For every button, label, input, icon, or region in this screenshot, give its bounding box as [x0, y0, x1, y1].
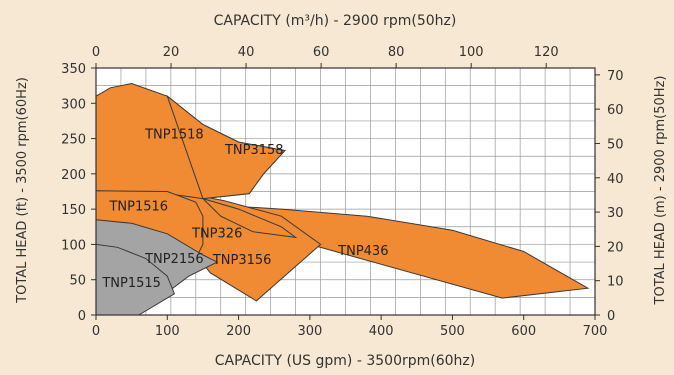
zone-label-tnp436: TNP436: [337, 244, 388, 259]
y-left-tick-label: 100: [61, 238, 86, 253]
x-bottom-tick-label: 500: [440, 324, 465, 339]
top-axis-title: CAPACITY (m³/h) - 2900 rpm(50hz): [214, 13, 457, 29]
y-left-tick-label: 200: [61, 168, 86, 183]
x-bottom-tick-label: 100: [155, 324, 180, 339]
x-top-tick-label: 60: [313, 45, 330, 60]
x-top-tick-label: 80: [388, 45, 405, 60]
zone-label-tnp2156: TNP2156: [144, 252, 204, 267]
x-bottom-tick-label: 400: [369, 324, 394, 339]
zone-label-tnp3156: TNP3156: [212, 253, 272, 268]
y-right-tick-label: 70: [607, 69, 624, 84]
y-left-tick-label: 350: [61, 62, 86, 77]
zone-tnp326: [202, 198, 298, 239]
y-left-tick-label: 0: [78, 309, 86, 324]
x-top-tick-label: 100: [459, 45, 484, 60]
y-left-tick-label: 250: [61, 133, 86, 148]
performance-zones: [95, 82, 590, 316]
y-right-tick-label: 20: [607, 240, 624, 255]
x-bottom-tick-label: 600: [511, 324, 536, 339]
bottom-axis-title: CAPACITY (US gpm) - 3500rpm(60hz): [215, 353, 475, 369]
left-axis-title: TOTAL HEAD (ft) - 3500 rpm(60Hz): [15, 77, 30, 304]
x-bottom-tick-label: 0: [92, 324, 100, 339]
zone-tnp3158: [166, 94, 286, 200]
zone-label-tnp1515: TNP1515: [101, 276, 161, 291]
zone-label-tnp1518: TNP1518: [144, 128, 204, 143]
zone-labels: TNP1518 TNP3158 TNP1516 TNP326 TNP2156 TNP315…: [101, 128, 388, 291]
x-top-tick-label: 20: [163, 45, 180, 60]
y-left-tick-label: 150: [61, 203, 86, 218]
y-right-tick-label: 30: [607, 206, 624, 221]
zone-label-tnp326: TNP326: [191, 226, 242, 241]
plot-frame: [95, 67, 596, 316]
zone-label-tnp1516: TNP1516: [108, 200, 168, 215]
right-axis-title: TOTAL HEAD (m) - 2900 rpm(50Hz): [653, 76, 668, 306]
y-left-tick-label: 300: [61, 97, 86, 112]
y-right-tick-label: 50: [607, 137, 624, 152]
y-left-tick-label: 50: [69, 274, 86, 289]
zone-label-tnp3158: TNP3158: [224, 143, 284, 158]
x-top-tick-label: 120: [534, 45, 559, 60]
x-top-tick-label: 40: [238, 45, 255, 60]
y-right-tick-label: 40: [607, 172, 624, 187]
x-bottom-tick-label: 300: [297, 324, 322, 339]
x-bottom-tick-label: 700: [583, 324, 608, 339]
y-right-tick-label: 60: [607, 103, 624, 118]
x-bottom-tick-label: 200: [226, 324, 251, 339]
x-top-tick-label: 0: [92, 45, 100, 60]
y-right-tick-label: 0: [607, 309, 615, 324]
y-right-tick-label: 10: [607, 275, 624, 290]
